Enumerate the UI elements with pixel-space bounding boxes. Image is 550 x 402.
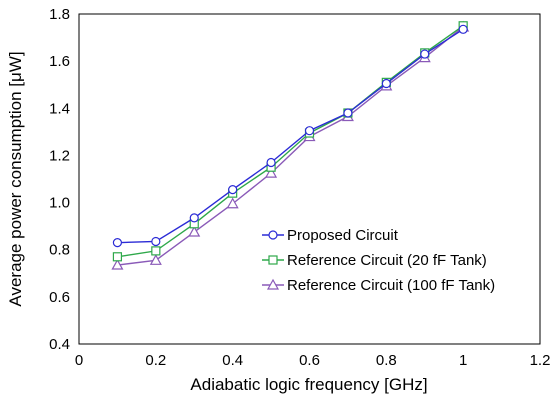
legend: Proposed Circuit Reference Circuit (20 fF…	[262, 227, 495, 294]
data-point-circle	[266, 157, 276, 168]
data-point-circle	[228, 185, 238, 195]
legend-label: Reference Circuit (20 fF Tank)	[287, 252, 487, 269]
series-1	[112, 24, 468, 248]
series-layer	[111, 20, 470, 270]
x-tick-label: 0.4	[222, 352, 243, 369]
y-tick-label: 1.4	[49, 100, 70, 117]
data-point-triangle	[226, 197, 239, 209]
legend-label: Reference Circuit (100 fF Tank)	[287, 277, 495, 294]
x-tick-label: 1.2	[530, 352, 550, 369]
data-point-triangle	[265, 166, 278, 178]
y-tick-label: 0.8	[49, 242, 70, 259]
y-tick-label: 1.8	[49, 6, 70, 23]
x-tick-label: 0	[75, 352, 83, 369]
data-point-square	[112, 252, 123, 262]
legend-label: Proposed Circuit	[287, 227, 399, 244]
legend-marker	[266, 278, 280, 290]
series-line	[117, 26, 464, 266]
legend-item: Proposed Circuit	[262, 227, 399, 244]
legend-item: Reference Circuit (20 fF Tank)	[262, 252, 487, 269]
data-point-circle	[304, 126, 315, 136]
data-point-circle	[458, 24, 468, 34]
data-point-circle	[112, 238, 123, 248]
x-axis-ticks: 0 0.2 0.4 0.6 0.8 1 1.2	[75, 352, 550, 369]
data-point-circle	[420, 49, 430, 59]
data-point-triangle	[188, 225, 201, 237]
x-tick-label: 0.6	[299, 352, 320, 369]
legend-item: Reference Circuit (100 fF Tank)	[262, 277, 495, 294]
plot-area	[78, 13, 541, 345]
y-tick-label: 1.0	[49, 195, 70, 212]
y-tick-label: 0.6	[49, 289, 70, 306]
legend-marker	[268, 230, 278, 240]
data-point-triangle	[111, 258, 124, 270]
y-tick-label: 1.2	[49, 147, 70, 164]
data-point-circle	[189, 213, 199, 223]
y-axis-ticks: 0.4 0.6 0.8 1.0 1.2 1.4 1.6 1.8	[49, 6, 70, 353]
y-tick-label: 0.4	[49, 336, 70, 353]
y-axis-title: Average power consumption [μW]	[6, 51, 25, 306]
data-point-circle	[381, 78, 391, 89]
series-line	[117, 28, 464, 244]
y-tick-label: 1.6	[49, 53, 70, 70]
x-axis-title: Adiabatic logic frequency [GHz]	[190, 375, 427, 394]
legend-marker	[268, 255, 278, 265]
data-point-circle	[343, 108, 353, 118]
data-point-square	[151, 246, 161, 256]
x-tick-label: 0.2	[145, 352, 166, 369]
data-point-circle	[151, 236, 161, 247]
x-tick-label: 0.8	[376, 352, 397, 369]
x-tick-label: 1	[459, 352, 467, 369]
series-line	[117, 25, 464, 258]
data-point-triangle	[149, 254, 162, 265]
